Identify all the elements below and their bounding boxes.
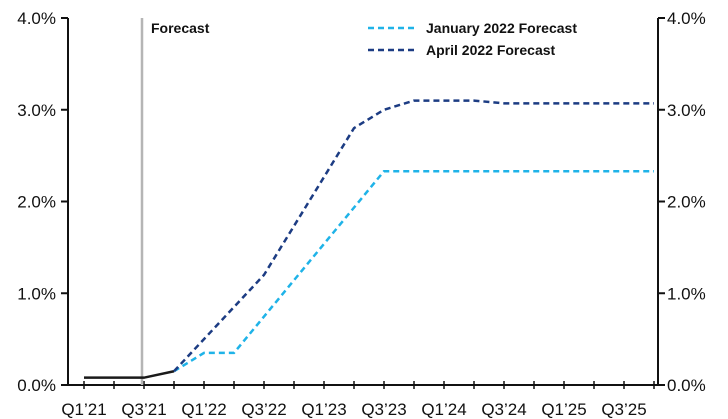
series-line-april-2022-forecast (173, 99, 654, 373)
x-tick-label: Q3’24 (481, 400, 526, 419)
x-tick-label: Q1’24 (421, 400, 466, 419)
series-layer (84, 99, 654, 379)
y-ticks: 0.0% 0.0% 1.0% 1.0% 2.0% 2.0% 3.0% 3.0% 4.0% 4.0% (17, 9, 706, 395)
y-tick-label-right: 2.0% (667, 193, 706, 212)
legend-label-april-2022-forecast: April 2022 Forecast (426, 42, 556, 58)
y-tick-label-right: 0.0% (667, 376, 706, 395)
legend: January 2022 Forecast April 2022 Forecas… (368, 20, 577, 58)
x-ticks: Q1’21 Q3’21 Q1’22 Q3’22 Q1’23 Q3’23 Q1’24 Q3’24… (61, 381, 655, 419)
y-tick-label-left: 3.0% (17, 101, 56, 120)
x-tick-label: Q1’25 (541, 400, 586, 419)
x-tick-label: Q3’22 (241, 400, 286, 419)
x-tick-label: Q1’21 (61, 400, 106, 419)
y-tick-label-left: 0.0% (17, 376, 56, 395)
y-tick-label-right: 3.0% (667, 101, 706, 120)
x-tick-label: Q3’23 (361, 400, 406, 419)
x-tick-label: Q3’21 (121, 400, 166, 419)
x-tick-label: Q3’25 (601, 400, 646, 419)
x-tick-label: Q1’22 (181, 400, 226, 419)
y-tick-label-left: 2.0% (17, 193, 56, 212)
y-tick-label-right: 1.0% (667, 284, 706, 303)
forecast-annotation: Forecast (151, 20, 210, 36)
series-line-actual (84, 370, 175, 379)
series-line-january-2022-forecast (173, 169, 654, 373)
x-tick-label: Q1’23 (301, 400, 346, 419)
legend-label-january-2022-forecast: January 2022 Forecast (426, 20, 577, 36)
axes (67, 18, 659, 386)
y-tick-label-right: 4.0% (667, 9, 706, 28)
y-tick-label-left: 4.0% (17, 9, 56, 28)
y-tick-label-left: 1.0% (17, 284, 56, 303)
